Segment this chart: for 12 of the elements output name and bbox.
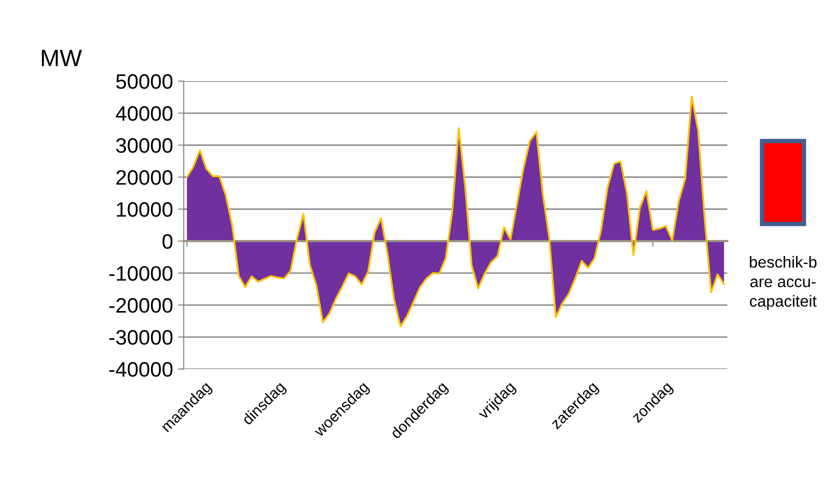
y-tick-label: 0 (162, 234, 172, 249)
y-tick-label: 30000 (116, 138, 172, 153)
y-tick-label: 20000 (116, 170, 172, 185)
y-tick-label: -40000 (109, 362, 172, 377)
y-tick-label: 40000 (116, 106, 172, 121)
y-tick-label: 50000 (116, 74, 172, 89)
y-tick-label: 10000 (116, 202, 172, 217)
y-axis-title: MW (42, 50, 82, 66)
y-tick-label: -30000 (109, 330, 172, 345)
y-tick-label: -20000 (109, 298, 172, 313)
text: beschik-b are accu- capaciteit (750, 256, 817, 310)
y-tick-label: -10000 (109, 266, 172, 281)
